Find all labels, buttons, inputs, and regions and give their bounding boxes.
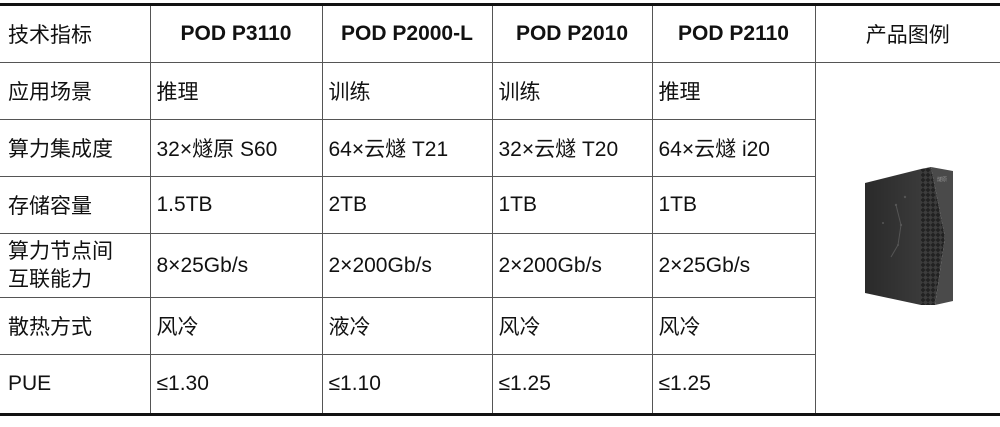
cell: 训练 — [321, 62, 493, 120]
cell: 2×25Gb/s — [651, 233, 815, 298]
cell: 2×200Gb/s — [491, 233, 653, 298]
cell: 风冷 — [491, 297, 653, 355]
cell: 2TB — [321, 176, 493, 234]
cell: 推理 — [149, 62, 323, 120]
svg-text:燧原: 燧原 — [937, 176, 947, 183]
spec-table: 技术指标 POD P3110 POD P2000-L POD P2010 POD… — [0, 3, 1000, 416]
row-label: 存储容量 — [0, 176, 151, 234]
product-image: 燧原 — [864, 167, 953, 305]
header-cell: 技术指标 — [0, 4, 151, 63]
cell: 32×云燧 T20 — [491, 119, 653, 177]
header-cell: POD P2000-L — [321, 4, 493, 63]
row-label: 算力节点间 互联能力 — [0, 233, 151, 298]
cell: 64×云燧 T21 — [321, 119, 493, 177]
header-cell: POD P3110 — [149, 4, 323, 63]
cell: ≤1.25 — [651, 354, 815, 415]
cell: 32×燧原 S60 — [149, 119, 323, 177]
cell: 1TB — [491, 176, 653, 234]
table-row: 算力节点间 互联能力 8×25Gb/s 2×200Gb/s 2×200Gb/s 2… — [0, 233, 1000, 298]
row-label: 应用场景 — [0, 62, 151, 120]
cell: 风冷 — [651, 297, 815, 355]
header-row: 技术指标 POD P3110 POD P2000-L POD P2010 POD… — [0, 4, 1000, 63]
cell: 1.5TB — [149, 176, 323, 234]
product-image-cell: 燧原 — [814, 62, 1000, 415]
row-label: PUE — [0, 354, 151, 415]
row-label: 算力集成度 — [0, 119, 151, 177]
table-row: 散热方式 风冷 液冷 风冷 风冷 — [0, 297, 1000, 355]
header-cell: POD P2110 — [651, 4, 816, 63]
cell: 液冷 — [321, 297, 493, 355]
header-cell: 产品图例 — [814, 4, 1000, 63]
cell: ≤1.30 — [149, 354, 323, 415]
table-row: 算力集成度 32×燧原 S60 64×云燧 T21 32×云燧 T20 64×云… — [0, 119, 1000, 177]
row-label: 散热方式 — [0, 297, 151, 355]
cell: 训练 — [491, 62, 653, 120]
header-cell: POD P2010 — [491, 4, 653, 63]
cell: 1TB — [651, 176, 815, 234]
cell: 8×25Gb/s — [149, 233, 323, 298]
cell: 2×200Gb/s — [321, 233, 493, 298]
table-row: PUE ≤1.30 ≤1.10 ≤1.25 ≤1.25 — [0, 354, 1000, 415]
cell: 风冷 — [149, 297, 323, 355]
cell: 推理 — [651, 62, 816, 120]
cell: ≤1.10 — [321, 354, 493, 415]
cell: ≤1.25 — [491, 354, 653, 415]
cell: 64×云燧 i20 — [651, 119, 815, 177]
table-row: 应用场景 推理 训练 训练 推理 燧原 — [0, 62, 1000, 415]
